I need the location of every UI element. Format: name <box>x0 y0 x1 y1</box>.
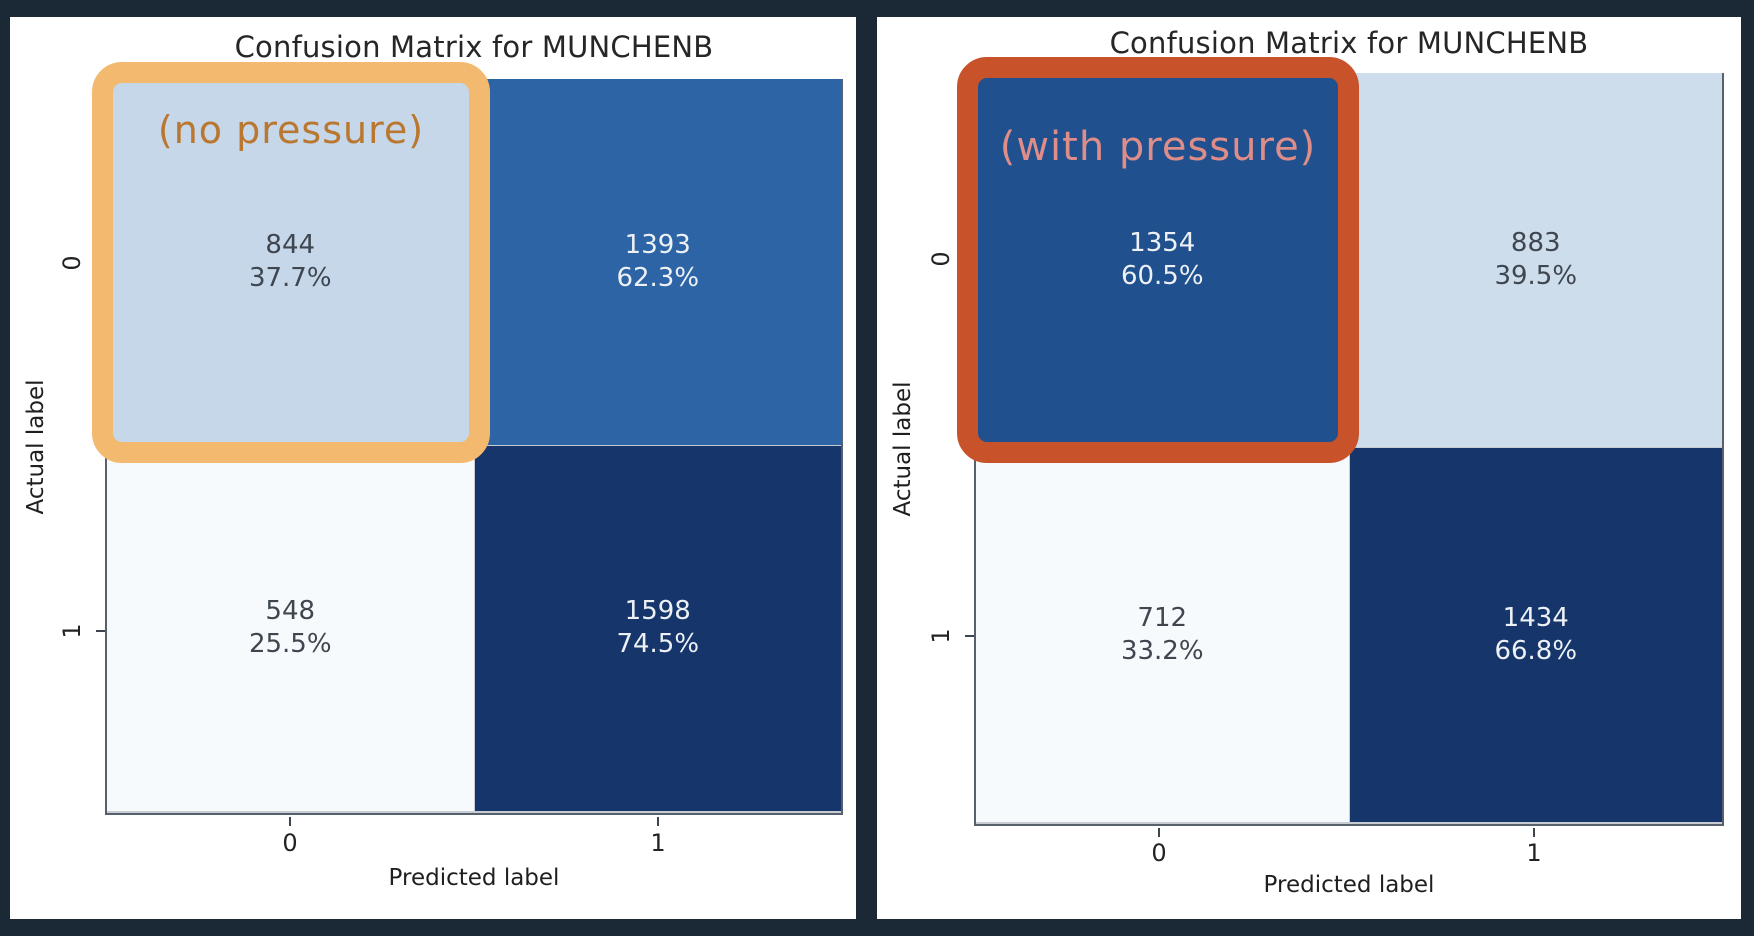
heatmap-cell-actual1-predicted0: 548 25.5% <box>107 445 474 811</box>
y-axis-label: Actual label <box>890 381 916 517</box>
y-axis-label: Actual label <box>23 379 49 515</box>
cell-percent: 66.8% <box>1494 636 1578 666</box>
heatmap-cell-actual0-predicted1: 1393 62.3% <box>474 79 841 445</box>
heatmap-cell-actual0-predicted0: 844 37.7% <box>107 79 474 445</box>
y-tick-1: 1 <box>58 623 86 639</box>
heatmap-cell-actual1-predicted1: 1434 66.8% <box>1349 448 1722 822</box>
x-tick-0: 0 <box>1151 839 1167 867</box>
cell-percent: 74.5% <box>616 629 700 660</box>
annotation-with-pressure: (with pressure) <box>999 124 1317 170</box>
x-tick-mark-0 <box>1158 828 1160 837</box>
y-tick-1: 1 <box>927 628 955 644</box>
highlight-box-with-pressure: (with pressure) <box>957 57 1359 463</box>
x-tick-1: 1 <box>1526 839 1542 867</box>
cell-percent: 62.3% <box>616 262 700 293</box>
annotation-no-pressure: (no pressure) <box>157 108 425 152</box>
cell-count: 883 <box>1510 228 1561 258</box>
heatmap-cell-actual1-predicted0: 712 33.2% <box>976 448 1349 822</box>
cell-count: 844 <box>265 229 316 260</box>
x-axis-label: Predicted label <box>388 865 560 891</box>
confusion-matrix-panel-with-pressure: Confusion Matrix for MUNCHENB Actual lab… <box>877 17 1741 919</box>
confusion-matrix-heatmap: 844 37.7% 1393 62.3% 548 25.5% 1598 74.5… <box>105 79 843 815</box>
cell-count: 1354 <box>1129 228 1196 258</box>
x-tick-mark-0 <box>289 817 291 826</box>
cell-count: 1393 <box>624 229 691 260</box>
cell-count: 1598 <box>624 596 691 627</box>
y-tick-0: 0 <box>927 251 955 267</box>
heatmap-cell-actual0-predicted0: 1354 60.5% <box>976 73 1349 447</box>
x-axis-label: Predicted label <box>1263 872 1435 898</box>
cell-percent: 39.5% <box>1494 261 1578 291</box>
y-tick-mark-1 <box>96 630 105 632</box>
cell-count: 1434 <box>1502 603 1569 633</box>
y-tick-mark-1 <box>965 635 974 637</box>
heatmap-cell-actual1-predicted1: 1598 74.5% <box>474 445 841 811</box>
cell-percent: 37.7% <box>248 262 332 293</box>
highlight-box-no-pressure: (no pressure) <box>92 62 490 463</box>
x-tick-1: 1 <box>650 829 666 857</box>
cell-percent: 25.5% <box>248 629 332 660</box>
chart-title: Confusion Matrix for MUNCHENB <box>234 30 714 64</box>
y-tick-0: 0 <box>58 255 86 271</box>
heatmap-cell-actual0-predicted1: 883 39.5% <box>1349 73 1722 447</box>
chart-title: Confusion Matrix for MUNCHENB <box>1109 26 1589 60</box>
x-tick-mark-1 <box>1533 828 1535 837</box>
cell-count: 712 <box>1137 603 1188 633</box>
cell-count: 548 <box>265 596 316 627</box>
x-tick-0: 0 <box>282 829 298 857</box>
x-tick-mark-1 <box>657 817 659 826</box>
cell-percent: 33.2% <box>1120 636 1204 666</box>
confusion-matrix-panel-no-pressure: Confusion Matrix for MUNCHENB Actual lab… <box>10 17 856 919</box>
cell-percent: 60.5% <box>1120 261 1204 291</box>
